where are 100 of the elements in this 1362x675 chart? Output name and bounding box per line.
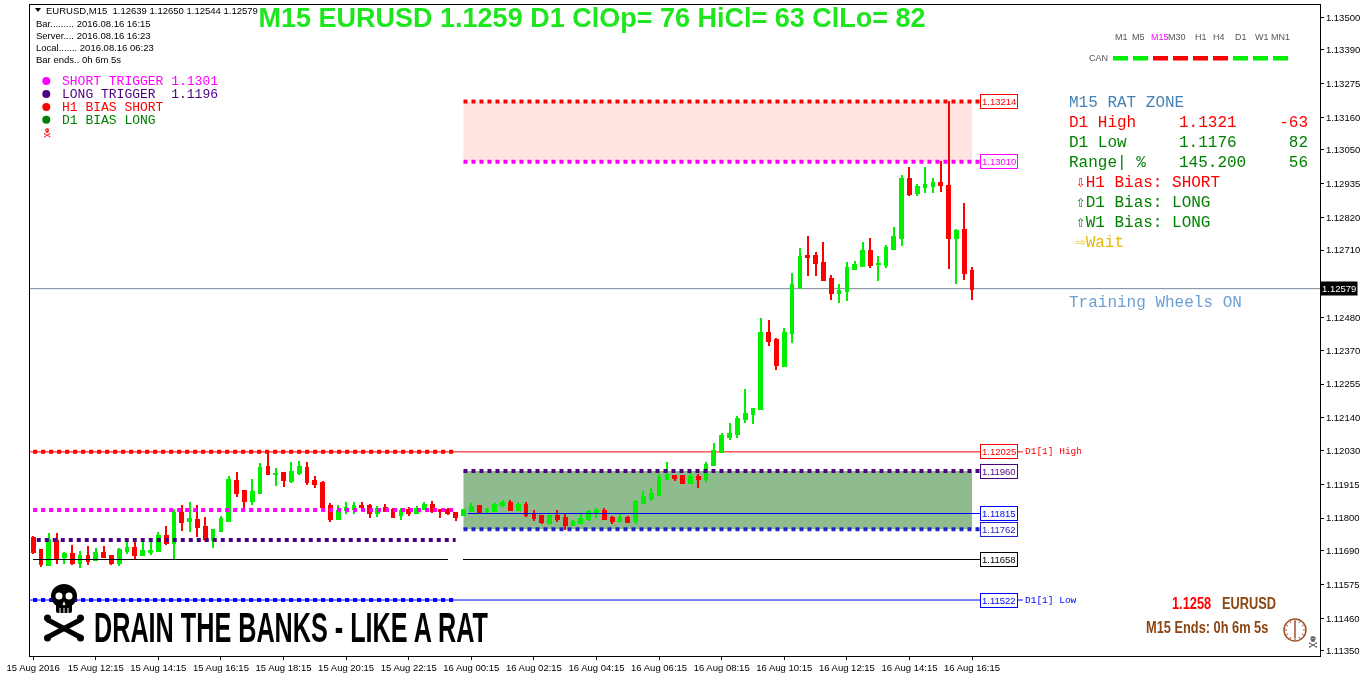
annotation: Local....... 2016.08.16 06:23 — [36, 41, 154, 53]
candlestick — [844, 261, 850, 301]
candlestick — [492, 503, 498, 513]
annotation: 56 — [1288, 153, 1308, 172]
candlestick — [320, 480, 326, 509]
annotation: 1.11762 — [982, 524, 1016, 535]
candlestick — [813, 252, 818, 276]
candlestick — [273, 468, 279, 487]
candlestick — [899, 174, 905, 246]
y-tick-label: 1.13275 — [1325, 77, 1361, 89]
annotation: M15 Ends: 0h 6m 5s — [1146, 619, 1269, 636]
candlestick — [867, 238, 873, 269]
annotation: 1.11815 — [982, 508, 1016, 519]
candlestick — [766, 320, 771, 346]
y-tick-label: 1.13160 — [1325, 111, 1361, 123]
candlestick — [312, 475, 318, 488]
candlestick — [750, 408, 756, 425]
candlestick — [789, 272, 795, 343]
y-tick-label: 1.12820 — [1325, 212, 1361, 223]
candlestick — [562, 514, 568, 531]
y-tick-label: 1.12255 — [1325, 378, 1361, 390]
candlestick — [914, 183, 920, 197]
candlestick — [359, 501, 365, 510]
annotation: 82 — [1288, 133, 1308, 152]
x-tick-label: 15 Aug 18:15 — [255, 662, 312, 674]
annotation: EURUSD,M15 1.12639 1.12650 1.12544 1.12579 — [46, 4, 258, 16]
candlestick — [586, 509, 592, 521]
candlestick — [288, 461, 294, 483]
candlestick — [883, 244, 889, 268]
candlestick — [445, 508, 451, 516]
candlestick — [961, 202, 967, 281]
annotation: M5 — [1132, 31, 1145, 42]
candlestick — [140, 540, 146, 556]
candlestick — [711, 442, 717, 467]
annotation: W1 — [1255, 31, 1269, 42]
candlestick — [930, 178, 936, 194]
annotation: H1 — [1195, 31, 1207, 42]
annotation: 1.11960 — [982, 466, 1016, 477]
x-tick-label: 16 Aug 06:15 — [631, 662, 688, 674]
y-tick-label: 1.13050 — [1325, 144, 1361, 156]
candlestick — [578, 514, 584, 524]
annotation: ⇧W1 Bias: LONG — [1076, 213, 1211, 232]
x-tick-label: 15 Aug 20:15 — [318, 662, 375, 674]
candlestick — [907, 167, 912, 197]
candlestick — [93, 547, 99, 561]
annotation: Range| % — [1069, 153, 1146, 172]
x-tick-label: 15 Aug 2016 — [6, 662, 60, 674]
candlestick — [539, 515, 545, 524]
annotation: 1.13010 — [982, 156, 1017, 167]
y-tick-label: 1.11915 — [1325, 478, 1360, 490]
candlestick — [421, 501, 427, 510]
candlestick — [891, 226, 897, 251]
candlestick — [335, 505, 341, 520]
candlestick — [101, 546, 106, 559]
candlestick — [601, 508, 607, 520]
annotation: MN1 — [1271, 31, 1291, 42]
candlestick — [742, 388, 748, 424]
x-tick-label: 16 Aug 12:15 — [818, 662, 875, 674]
y-tick-label: 1.11800 — [1325, 512, 1360, 524]
candlestick — [429, 500, 435, 513]
candlestick — [249, 478, 255, 505]
candlestick — [226, 476, 232, 522]
candlestick — [758, 318, 764, 411]
candlestick — [719, 432, 725, 454]
y-tick-label: 1.13390 — [1325, 44, 1361, 56]
annotation: Bar ends.. 0h 6m 5s — [36, 54, 122, 66]
candlestick — [468, 503, 474, 512]
x-tick-label: 15 Aug 22:15 — [380, 662, 437, 674]
candlestick — [453, 512, 459, 521]
candlestick — [195, 505, 200, 538]
x-tick-label: 16 Aug 02:15 — [505, 662, 562, 674]
candlestick — [570, 520, 576, 527]
x-tick-label: 16 Aug 08:15 — [693, 662, 750, 674]
y-tick-label: 1.11575 — [1325, 578, 1360, 590]
candlestick — [821, 241, 826, 281]
candlestick — [515, 502, 521, 511]
annotation: 1.1176 — [1179, 133, 1237, 152]
candlestick — [781, 328, 787, 367]
annotation: Bar......... 2016.08.16 16:15 — [36, 18, 151, 30]
candlestick — [633, 500, 638, 525]
y-tick-label: 1.12710 — [1325, 244, 1361, 256]
candlestick — [648, 488, 654, 501]
annotation: 1.1321 — [1179, 113, 1237, 132]
candlestick — [202, 516, 208, 541]
annotation: Training Wheels ON — [1069, 293, 1242, 312]
candlestick — [30, 536, 36, 554]
annotation: -63 — [1279, 113, 1308, 132]
annotation: D1 — [1235, 31, 1247, 42]
annotation: M1 — [1115, 31, 1128, 42]
candlestick — [304, 462, 310, 485]
candlestick — [922, 167, 928, 194]
y-tick-label: 1.12480 — [1325, 312, 1361, 324]
candlestick — [547, 515, 552, 524]
candlestick — [797, 248, 803, 290]
candlestick — [257, 462, 263, 495]
annotation: D1 High — [1069, 113, 1137, 132]
candlestick — [734, 416, 740, 439]
candlestick — [461, 508, 466, 516]
candlestick — [672, 475, 678, 481]
candlestick — [62, 551, 67, 565]
